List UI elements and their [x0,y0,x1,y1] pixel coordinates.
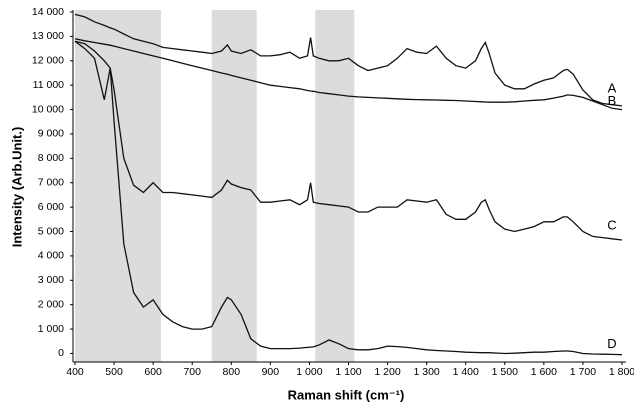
x-tick-label: 1 100 [335,366,361,378]
shaded-region [315,10,355,362]
y-tick-label: 0 [58,347,64,359]
y-tick-label: 1 000 [38,323,64,335]
y-tick-label: 3 000 [38,274,64,286]
x-tick-label: 1 800 [609,366,634,378]
shaded-region [211,10,257,362]
x-tick-label: 600 [144,366,162,378]
series-line [74,40,623,241]
x-tick-label: 1 000 [296,366,322,378]
series-line [74,38,623,111]
x-tick-label: 500 [105,366,123,378]
x-tick-label: 900 [262,366,280,378]
y-tick-label: 12 000 [32,55,64,67]
x-tick-label: 1 500 [492,366,518,378]
x-tick-label: 1 400 [453,366,479,378]
x-tick-label: 400 [66,366,84,378]
series-label: A [608,80,617,95]
y-axis-title: Intensity (Arb.Unit.) [9,127,24,248]
y-tick-label: 10 000 [32,103,64,115]
series-label: C [607,217,616,232]
x-tick-label: 800 [223,366,241,378]
y-tick-label: 8 000 [38,152,64,164]
y-tick-label: 5 000 [38,225,64,237]
y-tick-label: 2 000 [38,298,64,310]
y-tick-label: 7 000 [38,177,64,189]
series-line [74,13,623,107]
x-tick-label: 700 [183,366,201,378]
y-tick-label: 6 000 [38,201,64,213]
x-tick-label: 1 700 [570,366,596,378]
x-tick-label: 1 300 [414,366,440,378]
y-tick-label: 13 000 [32,30,64,42]
series-label: D [607,336,616,351]
y-tick-label: 9 000 [38,128,64,140]
x-tick-label: 1 200 [374,366,400,378]
series-line [74,40,623,356]
shaded-region [75,10,161,362]
x-tick-label: 1 600 [531,366,557,378]
y-tick-label: 11 000 [33,79,64,91]
series-label: B [608,93,617,108]
y-tick-label: 4 000 [38,250,64,262]
y-tick-label: 14 000 [32,6,64,18]
x-axis-title: Raman shift (cm⁻¹) [288,387,405,402]
